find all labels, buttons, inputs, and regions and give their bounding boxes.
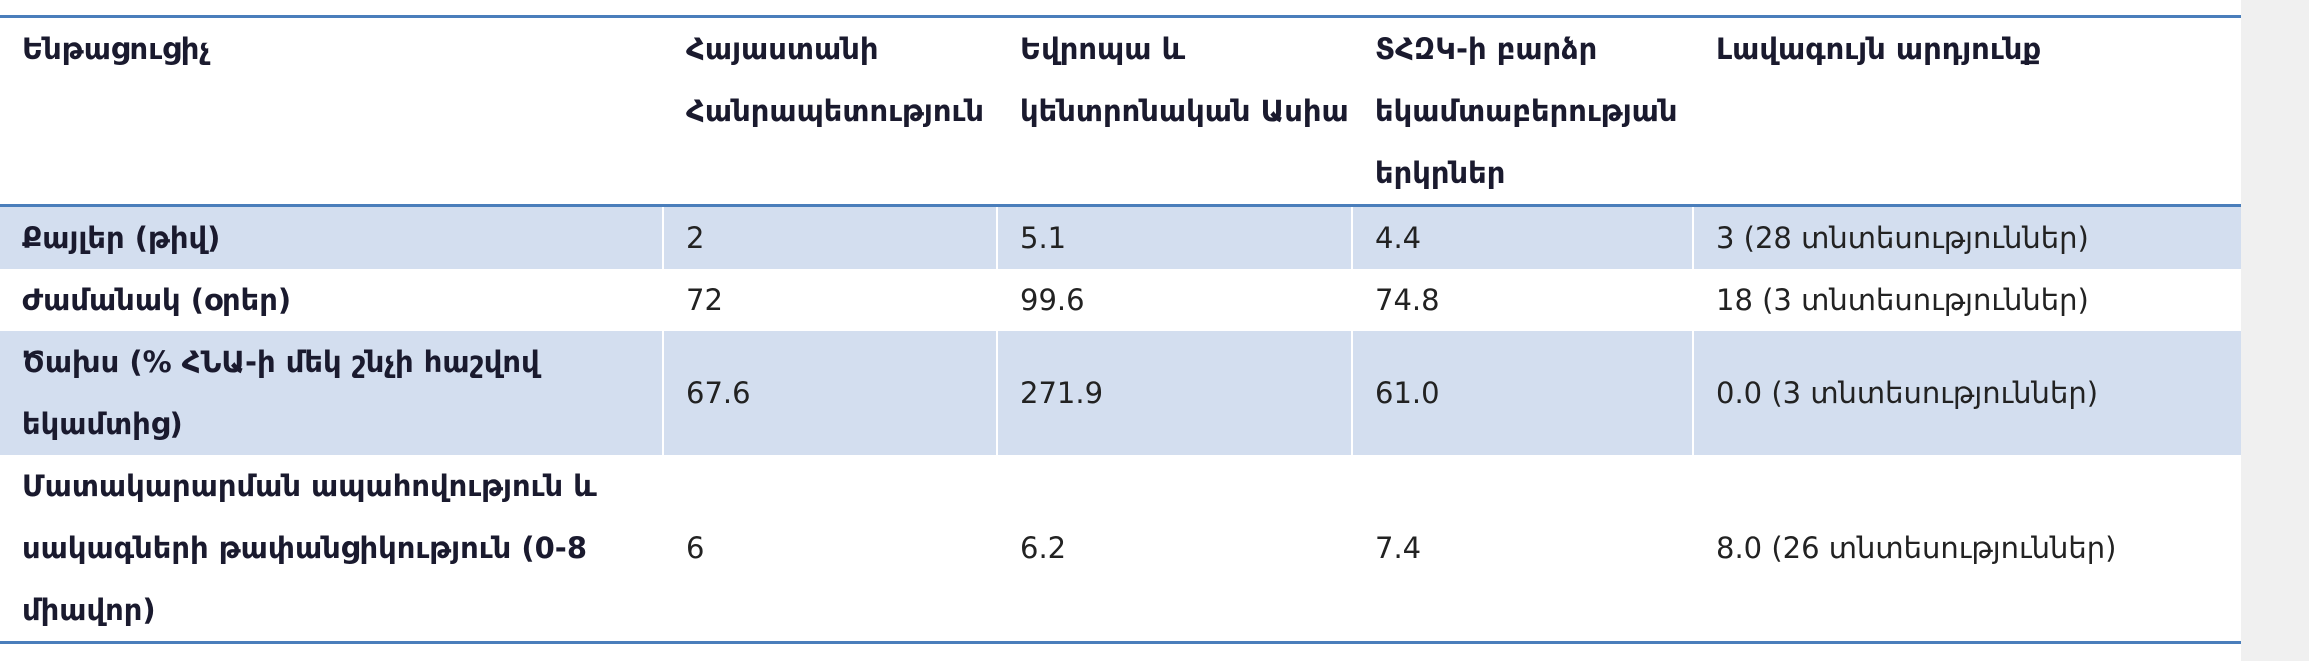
row-label: Քայլեր (թիվ)	[0, 205, 663, 269]
cell: 74.8	[1351, 269, 1693, 331]
row-label: Մատակարարման ապահովություն և սակագների թ…	[22, 469, 597, 627]
cell: 0.0 (3 տնտեսություններ)	[1692, 331, 2241, 455]
header-cell: Լավագույն արդյունք	[1692, 16, 2241, 207]
header-cell: Եվրոպա և կենտրոնական Ասիա	[996, 16, 1352, 207]
cell: 8.0 (26 տնտեսություններ)	[1692, 455, 2241, 643]
cell: 4.4	[1351, 205, 1693, 269]
data-table: Ենթացուցիչ Հայաստանի Հանրապետություն Եվրոպ…	[0, 15, 2241, 644]
table-row: Մատակարարման ապահովություն և սակագների թ…	[0, 455, 2241, 643]
table-row: Քայլեր (թիվ) 2 5.1 4.4 3 (28 տնտեսություններ…	[0, 205, 2241, 269]
scroll-strip	[2241, 0, 2309, 661]
cell: 99.6	[996, 269, 1352, 331]
table-body: Քայլեր (թիվ) 2 5.1 4.4 3 (28 տնտեսություններ…	[0, 205, 2241, 643]
cell: 18 (3 տնտեսություններ)	[1692, 269, 2241, 331]
cell: 7.4	[1351, 455, 1693, 643]
header-cell: Ենթացուցիչ	[0, 16, 663, 207]
cell: 5.1	[996, 205, 1352, 269]
cell: 6.2	[996, 455, 1352, 643]
table-row: Ծախս (% ՀՆԱ-ի մեկ շնչի հաշվով եկամտից) 67…	[0, 331, 2241, 455]
row-label: Ծախս (% ՀՆԱ-ի մեկ շնչի հաշվով եկամտից)	[0, 331, 663, 455]
cell: 61.0	[1351, 331, 1693, 455]
header-row: Ենթացուցիչ Հայաստանի Հանրապետություն Եվրոպ…	[0, 16, 2241, 207]
cell: 3 (28 տնտեսություններ)	[1692, 205, 2241, 269]
row-label: Ժամանակ (օրեր)	[22, 283, 292, 317]
cell: 2	[662, 205, 997, 269]
table-row: Ժամանակ (օրեր) 72 99.6 74.8 18 (3 տնտեսությո…	[0, 269, 2241, 331]
cell: 67.6	[662, 331, 997, 455]
cell: 72	[662, 269, 997, 331]
header-cell: Հայաստանի Հանրապետություն	[662, 16, 997, 207]
header-cell: ՏՀԶԿ-ի բարձր եկամտաբերության երկրներ	[1351, 16, 1693, 207]
cell: 271.9	[996, 331, 1352, 455]
cell: 6	[662, 455, 997, 643]
